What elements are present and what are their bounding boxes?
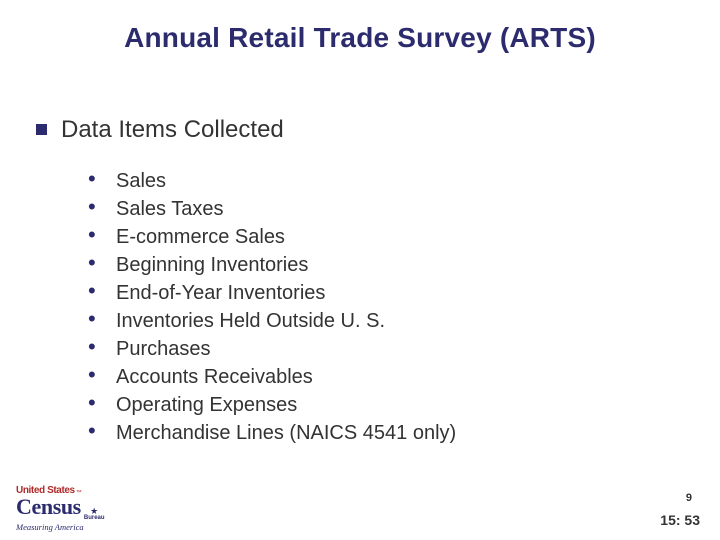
list-item: Inventories Held Outside U. S. — [88, 308, 456, 335]
list-item: End-of-Year Inventories — [88, 280, 456, 307]
list-item: Sales — [88, 168, 456, 195]
census-logo: United States™ Census ★ Bureau Measuring… — [16, 485, 128, 532]
logo-tagline: Measuring America — [16, 522, 128, 532]
logo-bureau-box: ★ Bureau — [84, 508, 105, 521]
list-item: Beginning Inventories — [88, 252, 456, 279]
list-item: Operating Expenses — [88, 392, 456, 419]
page-number: 9 — [686, 492, 692, 504]
list-item: Merchandise Lines (NAICS 4541 only) — [88, 420, 456, 447]
logo-census-text: Census — [16, 494, 81, 520]
square-bullet-icon — [36, 124, 47, 135]
slide: Annual Retail Trade Survey (ARTS) Data I… — [0, 0, 720, 540]
logo-bureau-text: Bureau — [84, 516, 105, 521]
section-heading-text: Data Items Collected — [61, 116, 284, 143]
bullet-list: Sales Sales Taxes E-commerce Sales Begin… — [88, 168, 456, 448]
list-item: E-commerce Sales — [88, 224, 456, 251]
logo-main-row: Census ★ Bureau — [16, 494, 128, 521]
list-item: Purchases — [88, 336, 456, 363]
timestamp: 15: 53 — [660, 512, 700, 528]
list-item: Accounts Receivables — [88, 364, 456, 391]
slide-title: Annual Retail Trade Survey (ARTS) — [0, 22, 720, 54]
section-heading: Data Items Collected — [36, 116, 284, 144]
list-item: Sales Taxes — [88, 196, 456, 223]
